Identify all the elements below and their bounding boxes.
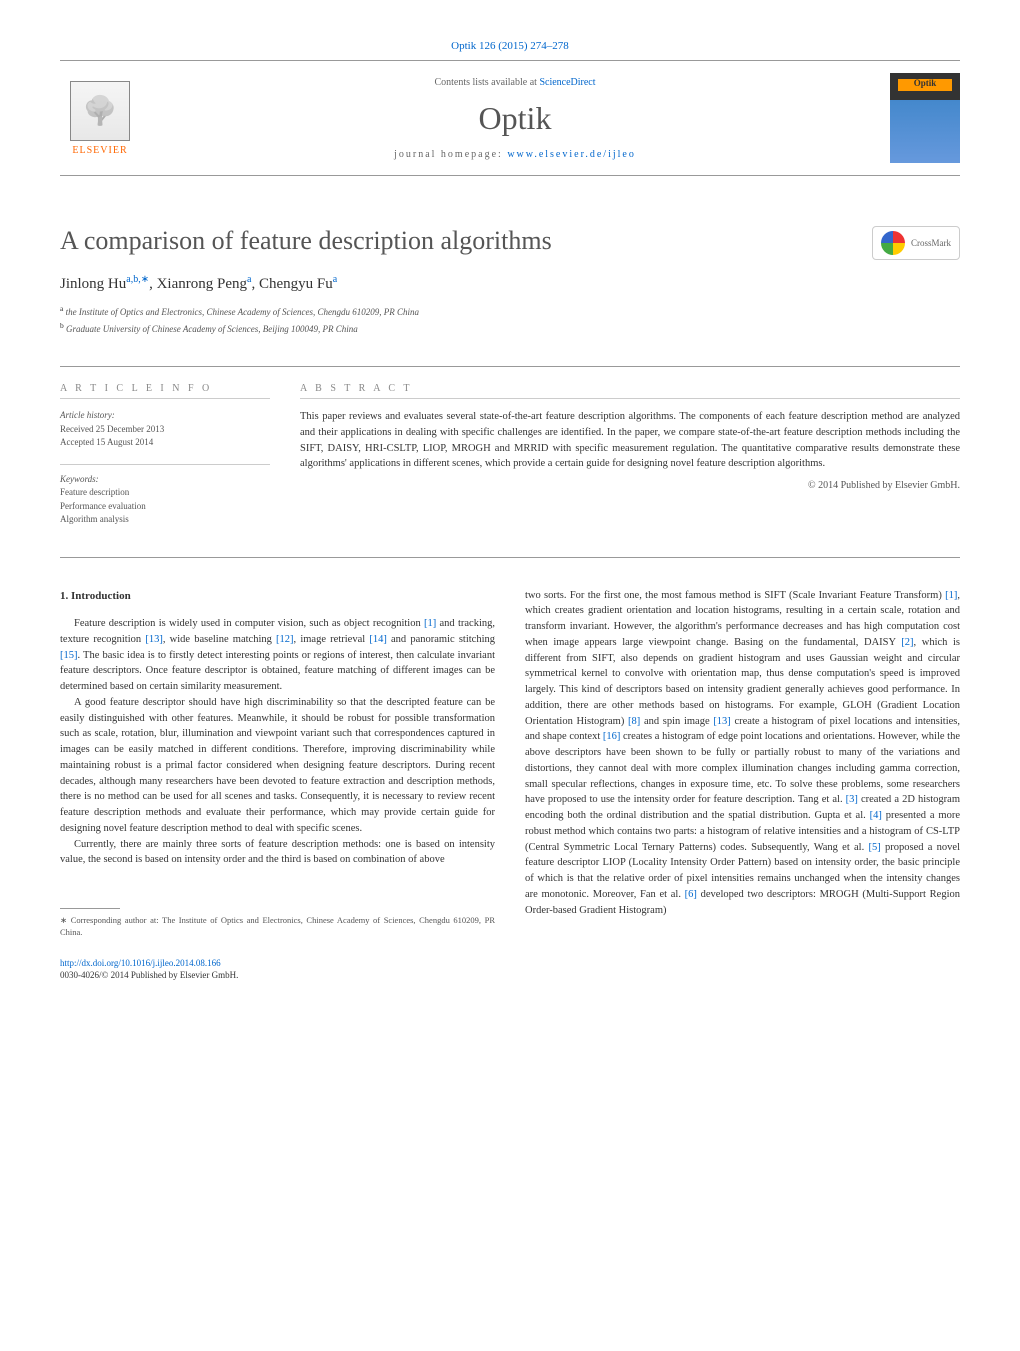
ref-14[interactable]: [14] (369, 634, 387, 645)
footnote-separator (60, 908, 120, 909)
keyword-3: Algorithm analysis (60, 513, 270, 527)
title-row: A comparison of feature description algo… (60, 226, 960, 260)
ref-8[interactable]: [8] (628, 716, 640, 727)
journal-name: Optik (140, 100, 890, 137)
keyword-2: Performance evaluation (60, 500, 270, 514)
sciencedirect-link[interactable]: ScienceDirect (539, 77, 595, 88)
journal-header: ELSEVIER Contents lists available at Sci… (60, 60, 960, 176)
author-3-sup: a (333, 274, 337, 285)
paper-title: A comparison of feature description algo… (60, 226, 552, 256)
abstract-text: This paper reviews and evaluates several… (300, 409, 960, 472)
author-sep-1: , (149, 276, 157, 292)
elsevier-label: ELSEVIER (72, 145, 127, 156)
ref-12[interactable]: [12] (276, 634, 294, 645)
aff-b-text: Graduate University of Chinese Academy o… (64, 324, 358, 334)
body-columns: 1. Introduction Feature description is w… (60, 588, 960, 982)
ref-5[interactable]: [5] (868, 842, 880, 853)
accepted-date: Accepted 15 August 2014 (60, 436, 270, 450)
affiliations: a the Institute of Optics and Electronic… (60, 303, 960, 336)
journal-cover-thumbnail (890, 73, 960, 163)
affiliation-b: b Graduate University of Chinese Academy… (60, 320, 960, 337)
ref-2[interactable]: [2] (901, 637, 913, 648)
elsevier-logo: ELSEVIER (60, 73, 140, 163)
header-center: Contents lists available at ScienceDirec… (140, 77, 890, 160)
corr-text: Corresponding author at: The Institute o… (60, 915, 495, 937)
affiliation-a: a the Institute of Optics and Electronic… (60, 303, 960, 320)
contents-prefix: Contents lists available at (434, 77, 539, 88)
history-label: Article history: (60, 409, 270, 423)
p1-a: Feature description is widely used in co… (74, 618, 424, 629)
ref-13[interactable]: [13] (145, 634, 163, 645)
author-sep-2: , (251, 276, 259, 292)
ref-15[interactable]: [15] (60, 650, 78, 661)
body-column-left: 1. Introduction Feature description is w… (60, 588, 495, 982)
article-history: Article history: Received 25 December 20… (60, 409, 270, 450)
aff-a-text: the Institute of Optics and Electronics,… (63, 307, 419, 317)
p1-e: and panoramic stitching (387, 634, 495, 645)
crossmark-badge[interactable]: CrossMark (872, 226, 960, 260)
doi-block: http://dx.doi.org/10.1016/j.ijleo.2014.0… (60, 957, 495, 982)
issn-line: 0030-4026/© 2014 Published by Elsevier G… (60, 970, 238, 980)
journal-homepage: journal homepage: www.elsevier.de/ijleo (140, 149, 890, 160)
corresponding-footnote: ∗ Corresponding author at: The Institute… (60, 915, 495, 939)
ref-1-b[interactable]: [1] (945, 590, 957, 601)
ref-4[interactable]: [4] (870, 810, 882, 821)
p1-f: . The basic idea is to firstly detect in… (60, 650, 495, 693)
homepage-link[interactable]: www.elsevier.de/ijleo (507, 149, 636, 160)
para-3: Currently, there are mainly three sorts … (60, 837, 495, 869)
keyword-1: Feature description (60, 486, 270, 500)
ref-3[interactable]: [3] (846, 794, 858, 805)
article-info-heading: A R T I C L E I N F O (60, 383, 270, 399)
elsevier-tree-icon (70, 81, 130, 141)
p1-d: , image retrieval (294, 634, 370, 645)
crossmark-label: CrossMark (911, 238, 951, 248)
ref-16[interactable]: [16] (603, 731, 621, 742)
author-1: Jinlong Hu (60, 276, 126, 292)
ref-6[interactable]: [6] (685, 889, 697, 900)
ref-13-b[interactable]: [13] (713, 716, 731, 727)
p1-c: , wide baseline matching (163, 634, 276, 645)
abstract-heading: A B S T R A C T (300, 383, 960, 399)
homepage-prefix: journal homepage: (394, 149, 507, 160)
contents-available: Contents lists available at ScienceDirec… (140, 77, 890, 88)
para-col2: two sorts. For the first one, the most f… (525, 588, 960, 919)
author-1-sup: a,b,∗ (126, 274, 149, 285)
keywords-block: Keywords: Feature description Performanc… (60, 464, 270, 527)
body-column-right: two sorts. For the first one, the most f… (525, 588, 960, 982)
para-2: A good feature descriptor should have hi… (60, 695, 495, 837)
para-1: Feature description is widely used in co… (60, 616, 495, 695)
authors-line: Jinlong Hua,b,∗, Xianrong Peng a, Chengyu… (60, 274, 960, 293)
c2-d: and spin image (640, 716, 713, 727)
author-3: Chengyu Fu (259, 276, 333, 292)
info-abstract-row: A R T I C L E I N F O Article history: R… (60, 366, 960, 558)
abstract-copyright: © 2014 Published by Elsevier GmbH. (300, 480, 960, 491)
abstract-column: A B S T R A C T This paper reviews and e… (300, 383, 960, 541)
c2-a: two sorts. For the first one, the most f… (525, 590, 945, 601)
ref-1[interactable]: [1] (424, 618, 436, 629)
author-2: Xianrong Peng (157, 276, 247, 292)
received-date: Received 25 December 2013 (60, 423, 270, 437)
keywords-label: Keywords: (60, 473, 270, 487)
article-info: A R T I C L E I N F O Article history: R… (60, 383, 270, 541)
crossmark-icon (881, 231, 905, 255)
doi-link[interactable]: http://dx.doi.org/10.1016/j.ijleo.2014.0… (60, 958, 221, 968)
journal-reference: Optik 126 (2015) 274–278 (60, 40, 960, 52)
section-1-heading: 1. Introduction (60, 588, 495, 605)
c2-c: , which is different from SIFT, also dep… (525, 637, 960, 727)
